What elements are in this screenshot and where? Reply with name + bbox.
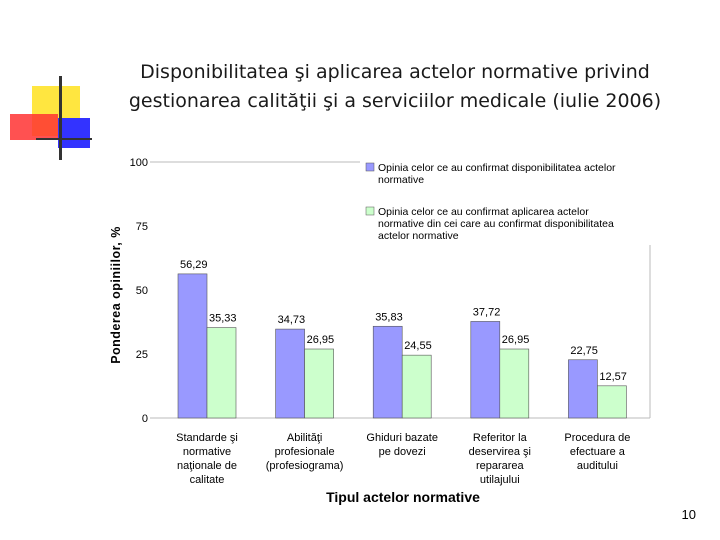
deco-vertical-line: [59, 76, 62, 160]
bar-series1: [275, 328, 305, 419]
data-label: 12,57: [599, 371, 627, 383]
bar-series1: [568, 359, 598, 419]
deco-horizontal-line: [36, 138, 92, 140]
data-label: 26,95: [502, 334, 530, 346]
data-label: 35,83: [375, 311, 403, 323]
x-axis-title: Tipul actelor normative: [326, 489, 480, 505]
y-tick-label: 0: [142, 413, 148, 425]
x-tick-label: Standarde şi normative naţionale de calitat…: [176, 432, 238, 486]
data-label: 22,75: [570, 345, 598, 357]
legend-swatch-series2: [365, 206, 375, 216]
data-label: 26,95: [307, 334, 335, 346]
legend-swatch-series1: [365, 162, 375, 172]
y-tick-label: 25: [136, 349, 148, 361]
data-label: 56,29: [180, 259, 208, 271]
y-tick-label: 100: [130, 157, 148, 169]
y-axis-title: Ponderea opiniilor, %: [109, 226, 123, 364]
y-tick-label: 50: [136, 285, 148, 297]
deco-blue-square: [58, 118, 90, 148]
data-label: 34,73: [278, 314, 306, 326]
bar-series2: [304, 348, 334, 419]
y-axis: 0 25 50 75 100: [130, 157, 148, 425]
bar-series1: [372, 325, 403, 419]
data-label: 35,33: [209, 313, 237, 325]
x-axis-labels: Standarde şi normative naţionale de calitat…: [176, 432, 630, 486]
y-tick-label: 75: [136, 221, 148, 233]
slide-title-line-1: Disponibilitatea şi aplicarea actelor no…: [140, 61, 650, 83]
bar-series2: [401, 354, 432, 419]
bar-series1: [177, 273, 208, 419]
x-tick-label: Ghiduri bazate pe dovezi: [366, 432, 438, 458]
bar-series2: [597, 385, 627, 419]
legend-label-series2: Opinia celor ce au confirmat aplicarea a…: [378, 206, 614, 242]
x-tick-label: Procedura de efectuare a auditului: [564, 432, 630, 472]
x-tick-label: Referitor la deservirea şi repararea utilaj…: [469, 432, 531, 486]
data-label: 37,72: [473, 306, 501, 318]
deco-red-square: [10, 114, 58, 140]
legend: Opinia celor ce au confirmat disponibili…: [365, 162, 616, 242]
page-number: 10: [681, 507, 696, 522]
slide-title: Disponibilitatea şi aplicarea actelor no…: [100, 58, 690, 116]
data-label: 24,55: [404, 340, 432, 352]
bar-series2: [206, 327, 237, 419]
slide-title-line-2: gestionarea calităţii şi a serviciilor m…: [128, 90, 662, 112]
x-tick-label: Abilităţi profesionale (profesiograma): [266, 432, 344, 472]
legend-label-series1: Opinia celor ce au confirmat disponibili…: [378, 162, 616, 186]
bar-series2: [499, 348, 530, 419]
bar-series1: [470, 321, 501, 419]
